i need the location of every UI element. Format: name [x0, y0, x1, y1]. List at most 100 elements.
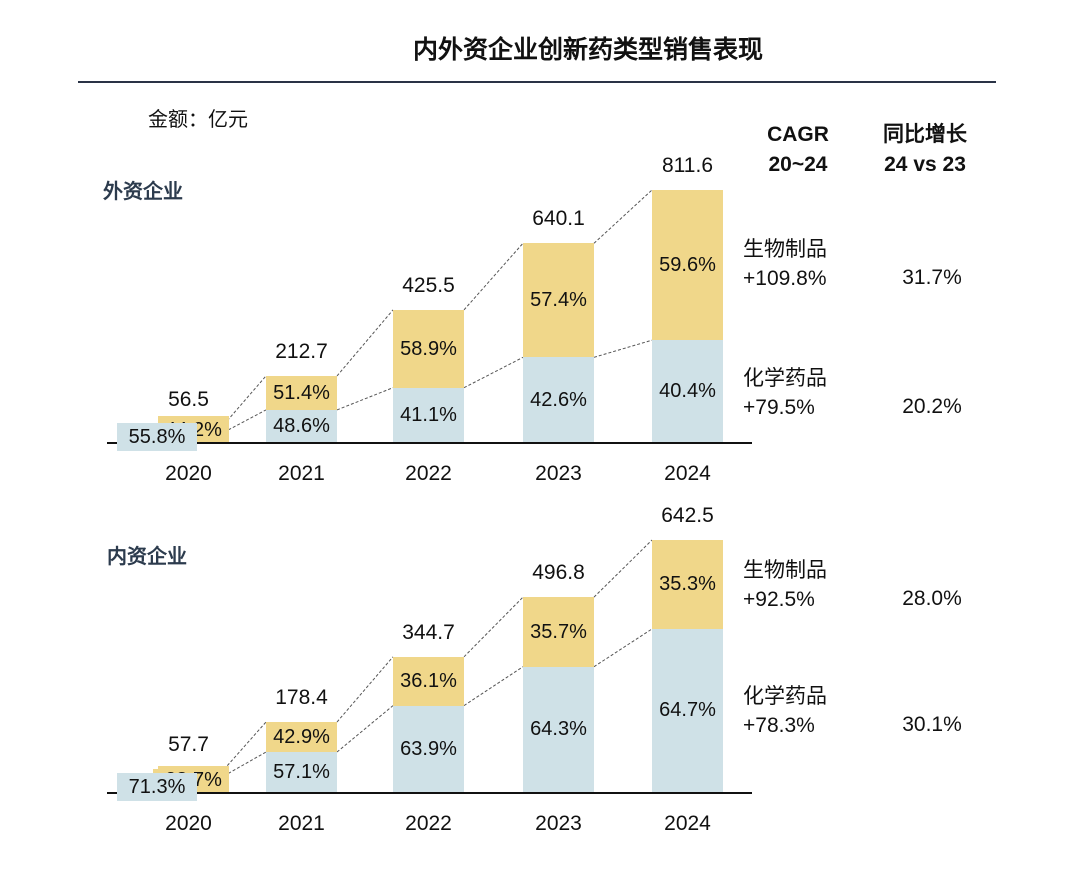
bar-biologic: [523, 597, 594, 667]
bar-chemical: [393, 705, 464, 792]
bar-chemical: [652, 340, 723, 442]
foreign-bio-cagr: 生物制品 +109.8%: [743, 235, 827, 293]
share-label-biologic: 58.9%: [400, 337, 457, 360]
foreign-bio-yoy: 31.7%: [902, 266, 962, 289]
share-label-chemical: 41.1%: [400, 403, 457, 426]
x-axis: [107, 442, 752, 444]
total-label: 57.7: [168, 733, 209, 757]
cagr-value: +79.5%: [743, 396, 815, 419]
total-label: 640.1: [532, 207, 585, 231]
year-label: 2023: [535, 462, 582, 485]
bar-biologic: [652, 190, 723, 341]
share-label-chemical: 55.8%: [117, 423, 197, 451]
panel-title-foreign: 外资企业: [103, 181, 183, 203]
cagr-header-line1: CAGR: [767, 123, 829, 146]
total-label: 212.7: [275, 339, 328, 363]
year-label: 2023: [535, 812, 582, 835]
connector-total: [223, 721, 267, 770]
share-label-chemical: 42.6%: [530, 388, 587, 411]
unit-label: 金额：亿元: [148, 109, 248, 131]
cagr-value: +78.3%: [743, 714, 815, 737]
total-label: 344.7: [402, 620, 455, 644]
connector-split: [593, 339, 653, 358]
series-name: 生物制品: [743, 238, 827, 261]
bar-biologic: [523, 243, 594, 358]
total-label: 642.5: [661, 504, 714, 527]
bar-chemical: [266, 409, 337, 442]
share-label-chemical: 48.6%: [273, 414, 330, 437]
total-label: 425.5: [402, 273, 455, 297]
bar-chemical: [652, 628, 723, 792]
connector-total: [593, 189, 653, 244]
bar-chemical: [266, 752, 337, 792]
series-name: 生物制品: [743, 559, 827, 582]
domestic-bio-yoy: 28.0%: [902, 587, 962, 610]
share-label-chemical: 71.3%: [117, 773, 197, 801]
share-label-biologic: 35.7%: [530, 620, 587, 643]
share-label-chemical: 57.1%: [273, 761, 330, 784]
connector-split: [463, 356, 524, 389]
bar-biologic: [266, 375, 337, 410]
share-label-chemical: 64.3%: [530, 718, 587, 741]
total-label: 496.8: [532, 561, 585, 585]
share-label-biologic: 59.6%: [659, 254, 716, 277]
year-label: 2020: [165, 462, 212, 485]
share-label-biologic: 36.1%: [400, 670, 457, 693]
cagr-header: CAGR 20~24: [728, 120, 868, 180]
connector-split: [223, 751, 267, 777]
domestic-chem-yoy: 30.1%: [902, 713, 962, 736]
share-label-biologic: 57.4%: [530, 289, 587, 312]
yoy-header-line1: 同比增长: [883, 123, 967, 146]
bar-chemical: [523, 666, 594, 792]
connector-split: [593, 628, 653, 668]
share-label-biologic: 35.3%: [659, 573, 716, 596]
connector-split: [336, 387, 394, 411]
share-label-chemical: 64.7%: [659, 699, 716, 722]
foreign-chem-yoy: 20.2%: [902, 395, 962, 418]
share-label-chemical: 40.4%: [659, 380, 716, 403]
bar-biologic: [266, 722, 337, 753]
year-label: 2022: [405, 462, 452, 485]
year-label: 2020: [165, 812, 212, 835]
yoy-header-line2: 24 vs 23: [884, 153, 966, 176]
connector-split: [336, 705, 394, 753]
year-label: 2021: [278, 462, 325, 485]
total-label: 178.4: [275, 686, 328, 710]
connector-split: [223, 409, 267, 433]
connector-total: [336, 309, 394, 377]
year-label: 2024: [664, 812, 711, 835]
share-label-chemical: 63.9%: [400, 737, 457, 760]
domestic-chem-cagr: 化学药品 +78.3%: [743, 682, 827, 740]
year-label: 2024: [664, 462, 711, 485]
total-label: 811.6: [662, 154, 713, 177]
connector-split: [463, 666, 524, 707]
share-label-biologic: 51.4%: [273, 381, 330, 404]
share-label-biologic: 42.9%: [273, 726, 330, 749]
bar-biologic: [652, 540, 723, 629]
foreign-chem-cagr: 化学药品 +79.5%: [743, 364, 827, 422]
connector-total: [336, 656, 394, 723]
connector-total: [463, 596, 524, 658]
chart-title: 内外资企业创新药类型销售表现: [412, 36, 763, 64]
year-label: 2021: [278, 812, 325, 835]
x-axis: [107, 792, 752, 794]
cagr-value: +92.5%: [743, 588, 815, 611]
title-rule: [78, 81, 996, 83]
bar-chemical: [523, 357, 594, 442]
bar-biologic: [393, 309, 464, 388]
panel-title-domestic: 内资企业: [107, 546, 187, 568]
series-name: 化学药品: [743, 685, 827, 708]
bar-chemical: [393, 387, 464, 442]
bar-biologic: [393, 656, 464, 706]
series-name: 化学药品: [743, 367, 827, 390]
connector-total: [223, 375, 267, 425]
total-label: 56.5: [168, 388, 209, 412]
yoy-header: 同比增长 24 vs 23: [855, 120, 995, 180]
cagr-header-line2: 20~24: [768, 153, 828, 176]
cagr-value: +109.8%: [743, 267, 827, 290]
year-label: 2022: [405, 812, 452, 835]
domestic-bio-cagr: 生物制品 +92.5%: [743, 556, 827, 614]
connector-total: [593, 539, 653, 598]
